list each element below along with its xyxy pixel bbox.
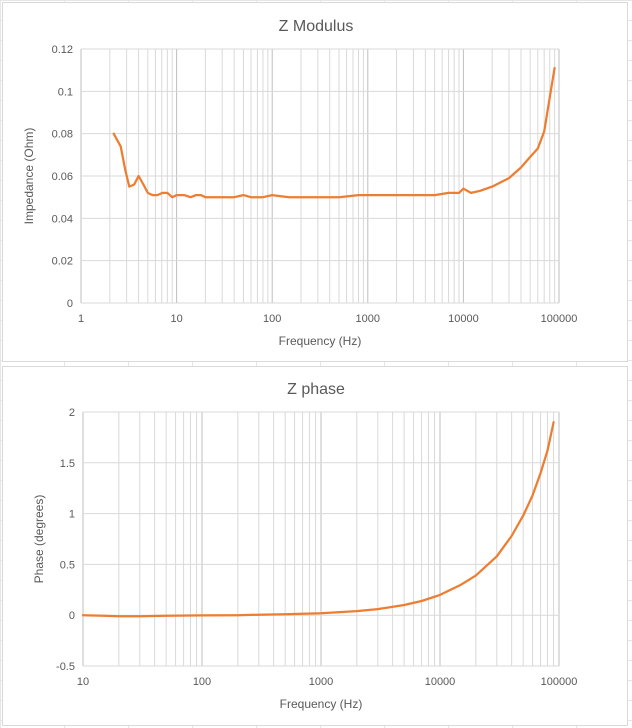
z-phase-chart[interactable]: -0.5 0 0.5 1 1.5 2 10 100 1000 10000 100000 Z phase… (2, 366, 628, 726)
phase-y-tick-label: 2 (69, 407, 75, 419)
phase-x-tick-label: 1000 (309, 676, 333, 688)
phase-x-tick-label: 10000 (425, 676, 456, 688)
phase-chart-title: Z phase (287, 381, 345, 398)
modulus-y-tick-label: 0.1 (58, 86, 73, 98)
modulus-y-tick-label: 0.04 (52, 213, 73, 225)
modulus-x-tick-label: 1 (78, 313, 84, 325)
modulus-x-tick-label: 1000 (356, 313, 380, 325)
z-modulus-chart[interactable]: 0 0.02 0.04 0.06 0.08 0.1 0.12 1 10 100 1000 10000 1… (2, 2, 628, 362)
phase-y-tick-label: 0 (69, 610, 75, 622)
modulus-y-tick-label: 0.02 (52, 256, 73, 268)
modulus-y-tick-label: 0 (67, 298, 73, 310)
modulus-x-axis-label: Frequency (Hz) (279, 334, 362, 348)
phase-series-line (81, 421, 555, 618)
modulus-x-tick-label: 100000 (541, 313, 578, 325)
phase-y-tick-label: 0.5 (60, 559, 75, 571)
phase-x-tick-label: 100000 (541, 676, 578, 688)
z-phase-chart-svg: -0.5 0 0.5 1 1.5 2 10 100 1000 10000 100000 Z phase… (32, 381, 578, 711)
modulus-y-tick-label: 0.12 (52, 44, 73, 56)
phase-x-tick-label: 100 (193, 676, 211, 688)
z-modulus-chart-svg: 0 0.02 0.04 0.06 0.08 0.1 0.12 1 10 100 1000 10000 1… (22, 18, 578, 348)
modulus-series-line (112, 66, 556, 199)
modulus-x-tick-label: 10 (170, 313, 182, 325)
modulus-x-tick-label: 10000 (448, 313, 479, 325)
modulus-y-axis-label: Impedance (Ohm) (22, 128, 36, 225)
modulus-y-tick-label: 0.06 (52, 171, 73, 183)
phase-gridlines (82, 411, 560, 667)
phase-y-tick-label: 1 (69, 509, 75, 521)
modulus-gridlines (80, 48, 560, 304)
phase-x-axis-label: Frequency (Hz) (280, 697, 363, 711)
modulus-chart-title: Z Modulus (279, 18, 354, 35)
modulus-x-tick-label: 100 (263, 313, 281, 325)
phase-y-tick-label: 1.5 (60, 458, 75, 470)
phase-y-axis-label: Phase (degrees) (32, 495, 46, 584)
phase-y-tick-label: -0.5 (56, 661, 75, 673)
modulus-y-tick-label: 0.08 (52, 129, 73, 141)
phase-x-tick-label: 10 (77, 676, 89, 688)
